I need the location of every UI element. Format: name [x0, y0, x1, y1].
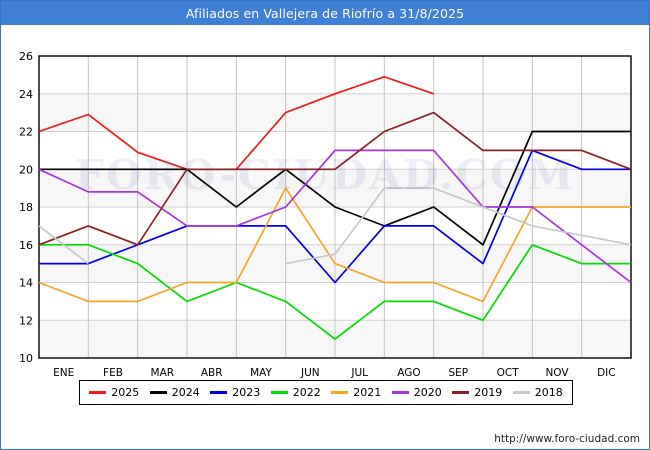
window-title-bar: Afiliados en Vallejera de Riofrío a 31/8… [1, 1, 649, 25]
chart-area: 10 12 14 16 18 20 22 24 26 ENE FEB MAR ABR MAY JUN JUL… [1, 25, 649, 427]
legend-item-label: 2024 [171, 386, 200, 399]
x-axis-tick-labels: ENE FEB MAR ABR MAY JUN JUL AGO SEP OCT NOV DIC [53, 367, 615, 379]
series-line-2022 [39, 243, 631, 340]
legend-item-2021[interactable]: 2021 [331, 386, 381, 399]
legend-item-2024[interactable]: 2024 [149, 386, 200, 399]
y-axis-tick-labels: 10 12 14 16 18 20 22 24 26 [19, 50, 33, 365]
y-tick-label: 24 [19, 88, 33, 101]
legend-item-2019[interactable]: 2019 [452, 386, 502, 399]
legend-item-label: 2020 [413, 386, 442, 399]
legend-swatch-icon [270, 391, 288, 394]
x-tick-label: MAR [151, 367, 175, 379]
x-tick-label: JUN [300, 367, 320, 379]
legend-swatch-icon [210, 391, 228, 394]
x-tick-label: MAY [250, 367, 272, 379]
footer-url: http://www.foro-ciudad.com [494, 433, 640, 445]
y-tick-label: 18 [19, 201, 33, 214]
x-tick-label: ABR [201, 367, 223, 379]
chart-legend: 2025 2024 2023 2022 2021 2020 2019 2018 [79, 380, 573, 405]
legend-item-label: 2022 [292, 386, 321, 399]
y-tick-label: 26 [19, 50, 33, 63]
series-line-2020 [38, 149, 632, 284]
x-tick-label: NOV [545, 367, 569, 379]
x-tick-label: FEB [103, 367, 123, 379]
legend-item-2025[interactable]: 2025 [89, 386, 139, 399]
series-line-2018 [285, 187, 632, 265]
legend-item-2018[interactable]: 2018 [512, 386, 563, 399]
y-tick-label: 10 [19, 352, 33, 365]
legend-item-label: 2023 [232, 386, 261, 399]
legend-swatch-icon [452, 391, 470, 394]
legend-swatch-icon [331, 391, 349, 394]
legend-item-2022[interactable]: 2022 [270, 386, 321, 399]
y-tick-label: 14 [19, 277, 33, 290]
x-tick-label: AGO [397, 367, 420, 379]
x-tick-label: DIC [597, 367, 616, 379]
legend-item-2020[interactable]: 2020 [391, 386, 442, 399]
y-tick-label: 16 [19, 239, 33, 252]
series-line-2024 [39, 130, 631, 246]
x-tick-label: OCT [497, 367, 520, 379]
legend-item-label: 2019 [474, 386, 503, 399]
series-lines [38, 75, 632, 340]
y-tick-label: 22 [19, 126, 33, 139]
y-tick-label: 12 [19, 314, 33, 327]
legend-item-label: 2025 [111, 386, 140, 399]
series-line-2019 [38, 111, 632, 246]
x-tick-label: ENE [53, 367, 74, 379]
legend-item-label: 2021 [353, 386, 382, 399]
legend-swatch-icon [512, 391, 530, 394]
legend-swatch-icon [391, 391, 409, 394]
series-line-2018 [38, 225, 89, 265]
line-chart-svg: 10 12 14 16 18 20 22 24 26 ENE FEB MAR ABR MAY JUN JUL… [19, 50, 632, 379]
page-title: Afiliados en Vallejera de Riofrío a 31/8… [185, 5, 465, 21]
y-tick-label: 20 [19, 163, 33, 176]
legend-swatch-icon [149, 391, 167, 394]
x-tick-label: SEP [449, 367, 469, 379]
legend-swatch-icon [89, 391, 107, 394]
legend-item-2023[interactable]: 2023 [210, 386, 260, 399]
x-tick-label: JUL [350, 367, 368, 379]
legend-item-label: 2018 [534, 386, 563, 399]
